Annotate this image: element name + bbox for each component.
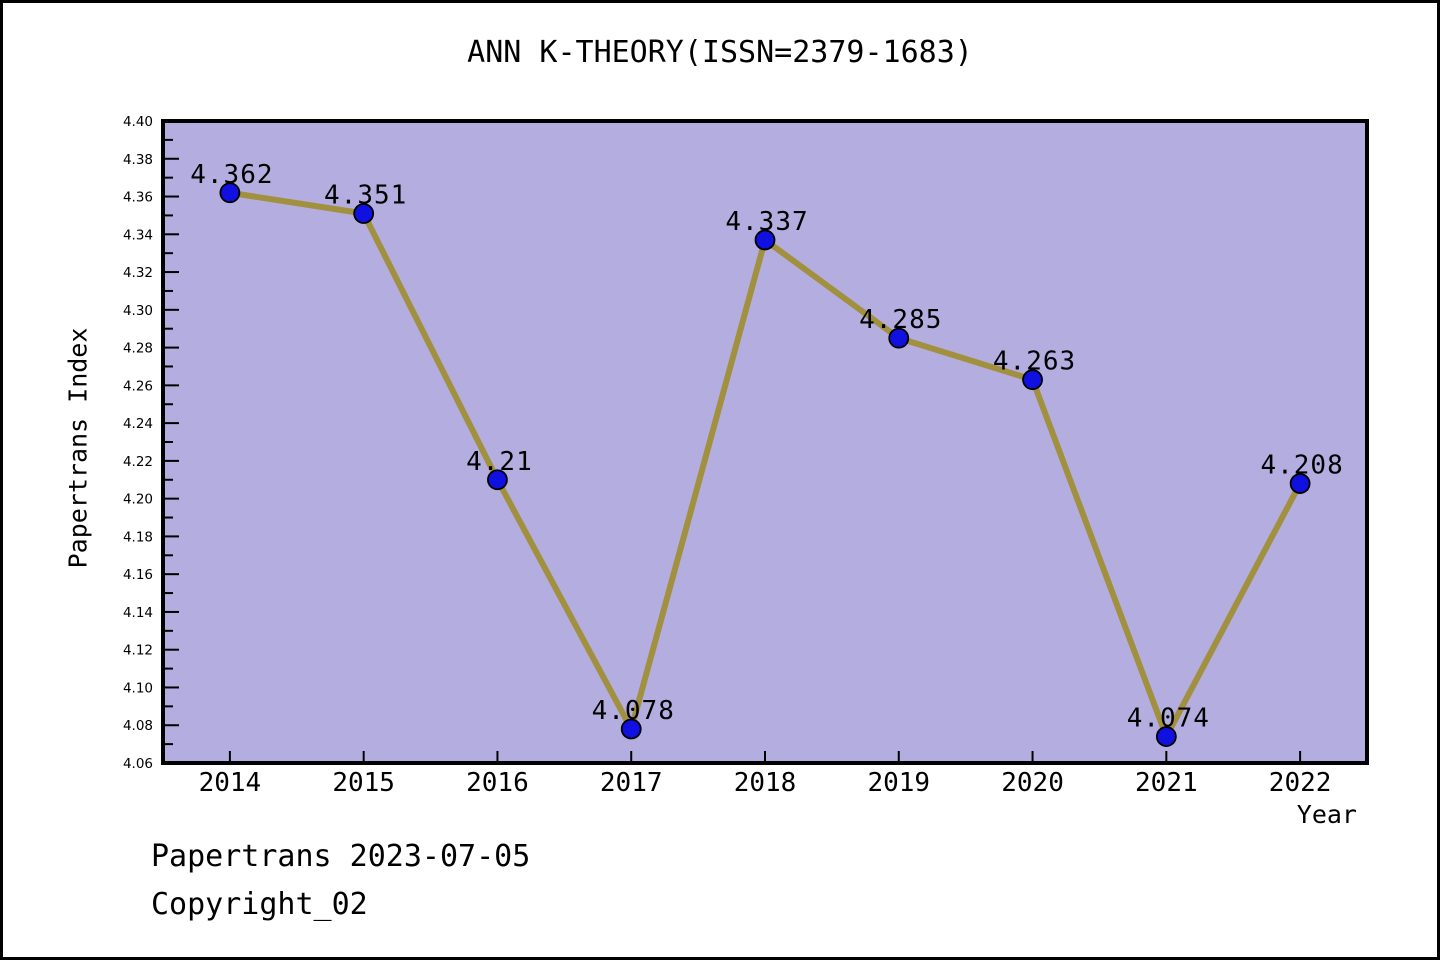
y-tick-label: 4.18 [123,529,153,545]
x-tick-label: 2016 [466,768,529,798]
x-tick-label: 2019 [867,768,930,798]
data-point [754,229,776,251]
data-point [1155,726,1177,747]
x-tick-label: 2022 [1269,768,1332,798]
data-point [620,718,642,740]
x-tick-label: 2015 [332,768,395,798]
y-tick-label: 4.16 [123,567,153,583]
y-tick-label: 4.10 [123,680,153,696]
y-tick-label: 4.32 [123,265,153,281]
y-tick-label: 4.38 [123,152,153,168]
y-tick-label: 4.34 [123,227,153,243]
x-tick-label: 2017 [600,768,663,798]
data-point [1289,473,1311,494]
y-tick-label: 4.20 [123,492,153,508]
y-tick-label: 4.08 [123,718,153,734]
y-tick-label: 4.24 [123,416,153,432]
y-tick-label: 4.36 [123,190,153,206]
footer-date-text: Papertrans 2023-07-05 [151,839,531,874]
x-axis-label: Year [1296,800,1357,829]
x-tick-label: 2018 [734,768,797,798]
y-tick-label: 4.40 [123,114,153,130]
chart-title: ANN K-THEORY(ISSN=2379-1683) [467,35,973,70]
y-tick-label: 4.22 [123,454,153,470]
line-chart: 4.06 4.08 4.10 4.12 4.14 4.16 4.18 4.20 4.22 4.24… [123,114,1369,798]
y-tick-label: 4.28 [123,341,153,357]
x-tick-label: 2020 [1001,768,1064,798]
data-point [353,203,375,224]
data-point [487,469,508,491]
y-tick-label: 4.06 [123,756,153,772]
footer-copyright-text: Copyright_02 [151,887,368,922]
data-point [1022,369,1043,391]
data-point [888,327,910,349]
y-tick-label: 4.26 [123,378,153,394]
y-tick-label: 4.14 [123,605,153,621]
y-tick-label: 4.30 [123,303,153,319]
plot-area [161,119,1369,765]
x-tick-label: 2021 [1135,768,1198,798]
data-point [219,182,241,204]
y-tick-label: 4.12 [123,643,153,659]
x-tick-label: 2014 [199,768,262,798]
